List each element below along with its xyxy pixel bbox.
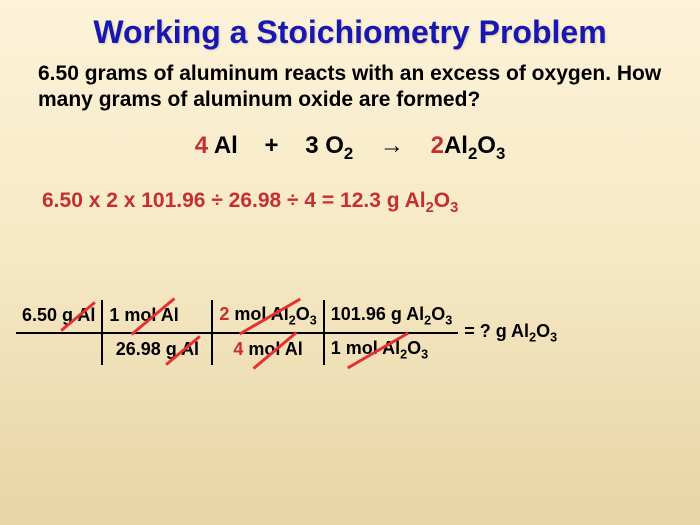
cell-molar-mass-al: 26.98 g Al — [102, 333, 212, 366]
cell-mol-al2o3: 2 mol Al2O3 — [212, 300, 323, 333]
sub: 3 — [421, 347, 428, 361]
sub-o2: 2 — [344, 143, 353, 162]
val: 26.98 — [116, 339, 166, 359]
cell-empty — [16, 333, 102, 366]
unit-a: mol Al — [229, 304, 288, 324]
val: 1 — [109, 305, 124, 325]
cell-mass-al2o3: 101.96 g Al2O3 — [324, 300, 458, 333]
unit: mol Al — [124, 305, 178, 325]
slide-title: Working a Stoichiometry Problem — [0, 0, 700, 51]
species-al2o3-a: Al — [444, 132, 468, 159]
result-expression: = ? g Al2O3 — [458, 321, 557, 345]
calc-sub2: 3 — [450, 200, 458, 216]
cell-mass-al: 6.50 g Al — [16, 300, 102, 333]
unit-b: O — [296, 304, 310, 324]
calculation-line: 6.50 x 2 x 101.96 ÷ 26.98 ÷ 4 = 12.3 g A… — [0, 163, 700, 216]
unit: g Al — [166, 339, 199, 359]
unit: O — [431, 304, 445, 324]
sub: 3 — [550, 330, 557, 344]
conversion-table: 6.50 g Al 1 mol Al 2 mol Al2O3 101.96 g … — [16, 300, 458, 365]
sub-al2: 2 — [468, 143, 477, 162]
cell-mol-al-denom: 4 mol Al — [212, 333, 323, 366]
table-row: 6.50 g Al 1 mol Al 2 mol Al2O3 101.96 g … — [16, 300, 458, 333]
species-al2o3-b: O — [477, 132, 496, 159]
problem-text: 6.50 grams of aluminum reacts with an ex… — [0, 51, 700, 114]
dimensional-analysis: 6.50 g Al 1 mol Al 2 mol Al2O3 101.96 g … — [16, 300, 557, 365]
plus-sign: + — [265, 132, 279, 159]
sub-o3: 3 — [496, 143, 505, 162]
val: 101.96 g Al — [331, 304, 424, 324]
cell-mol-al: 1 mol Al — [102, 300, 212, 333]
coef-al2o3: 2 — [431, 132, 444, 159]
unit: mol Al — [243, 339, 302, 359]
val: 6.50 — [22, 305, 62, 325]
unit-b: O — [407, 338, 421, 358]
unit-a: mol Al — [346, 338, 400, 358]
val: 1 — [331, 338, 346, 358]
chemical-equation: 4 Al + 3 O2 → 2Al2O3 — [0, 132, 700, 164]
coef-o2: 3 O — [305, 132, 344, 159]
sub: 2 — [289, 314, 296, 328]
sub: 3 — [445, 314, 452, 328]
species-al: Al — [208, 132, 238, 159]
cell-mol-al2o3-denom: 1 mol Al2O3 — [324, 333, 458, 366]
result-mid: O — [536, 321, 550, 341]
result-text: = ? g Al — [464, 321, 529, 341]
coef-al: 4 — [195, 132, 208, 159]
table-row: 26.98 g Al 4 mol Al 1 mol Al2O3 — [16, 333, 458, 366]
calc-text: 6.50 x 2 x 101.96 ÷ 26.98 ÷ 4 = 12.3 g A… — [42, 189, 426, 212]
calc-sub1: 2 — [426, 200, 434, 216]
unit: g Al — [62, 305, 95, 325]
val: 2 — [219, 304, 229, 324]
arrow: → — [380, 132, 404, 159]
sub: 3 — [310, 314, 317, 328]
val: 4 — [233, 339, 243, 359]
calc-mid: O — [434, 189, 450, 212]
